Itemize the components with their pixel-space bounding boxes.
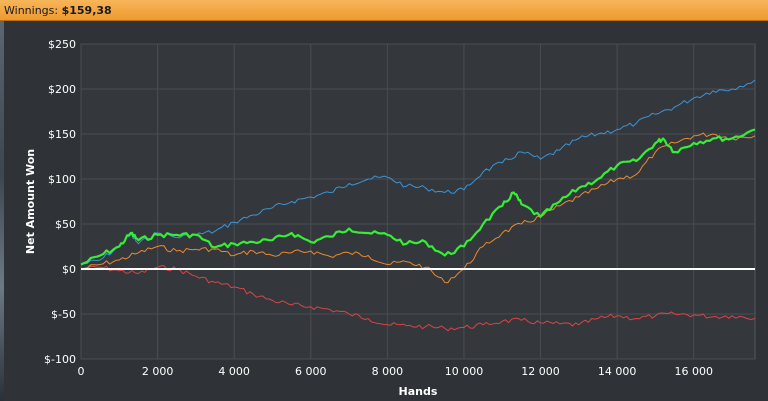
y-tick-label: $250 [48,38,76,51]
x-tick-label: 12 000 [521,365,560,378]
y-tick-label: $200 [48,83,76,96]
x-tick-label: 0 [78,365,85,378]
x-tick-label: 2 000 [142,365,174,378]
window-edge [0,21,4,401]
series-line-showdown [80,79,756,265]
series-line-allin_ev [80,132,756,284]
winnings-value: $159,38 [61,4,112,17]
y-axis-ticks: $250 $200 $150 $100 $50 $0 $-50 $-100 [44,38,76,366]
y-tick-label: $150 [48,128,76,141]
x-tick-label: 8 000 [372,365,404,378]
winnings-label: Winnings: [4,4,59,17]
plot-area [80,43,756,360]
x-tick-label: 4 000 [218,365,250,378]
winnings-header: Winnings: $159,38 [0,0,768,21]
x-axis-title: Hands [399,385,438,398]
x-tick-label: 14 000 [598,365,637,378]
y-tick-label: $0 [62,263,76,276]
x-tick-label: 10 000 [445,365,484,378]
x-axis-ticks: 0 2 000 4 000 6 000 8 000 10 000 12 000 14 000 1… [78,365,713,378]
y-tick-label: $-100 [44,353,76,366]
y-tick-label: $100 [48,173,76,186]
y-tick-label: $-50 [51,308,76,321]
y-tick-label: $50 [55,218,76,231]
series-layer [80,79,756,332]
x-tick-label: 6 000 [295,365,327,378]
series-line-total [80,128,756,266]
x-tick-label: 16 000 [674,365,713,378]
series-line-nonshowdown [80,265,756,332]
y-axis-title: Net Amount Won [24,149,37,254]
